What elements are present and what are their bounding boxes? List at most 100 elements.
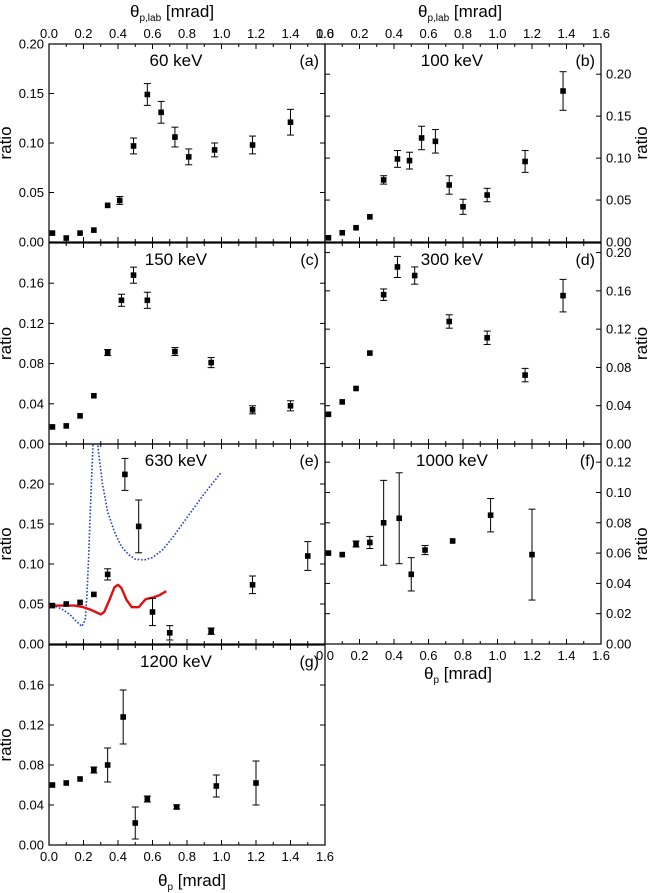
energy-label: 60 keV: [149, 51, 203, 70]
data-point: [122, 471, 128, 478]
data-point: [380, 519, 387, 526]
y-tick-label: 0.05: [606, 193, 631, 208]
data-point: [487, 512, 494, 519]
y-tick-label: 0.10: [19, 557, 44, 572]
panel-a: 0.0 0.2 0.4 0.6 0.8 1.0 1.2 1.4 1.6 0.00 0.05 0.10 0…: [0, 26, 334, 250]
data-point: [158, 109, 164, 116]
data-point: [339, 229, 346, 236]
data-point: [104, 202, 111, 209]
data-point: [77, 230, 83, 236]
data-point: [132, 820, 139, 826]
data-point: [208, 628, 214, 634]
panel-letter: (a): [299, 53, 319, 70]
data-point: [63, 780, 70, 786]
data-point: [104, 571, 111, 578]
data-point: [49, 424, 56, 430]
data-point: [63, 601, 70, 607]
data-point: [166, 630, 173, 636]
x-tick-label: 0.2: [350, 26, 368, 41]
y-tick-label: 0.06: [606, 546, 631, 561]
data-point: [522, 158, 528, 165]
x-tick-label: 1.0: [488, 26, 506, 41]
data-point: [249, 142, 256, 148]
x-tick-label: 1.0: [488, 648, 506, 663]
curve-red-solid: [49, 583, 167, 616]
panel-e: 0.00 0.05 0.10 0.15 0.20 ratio 630 keV (e): [0, 443, 326, 652]
y-axis-label: ratio: [0, 327, 15, 360]
y-axis-label: ratio: [632, 327, 651, 360]
y-tick-label: 0.10: [606, 151, 631, 166]
data-point: [339, 551, 346, 558]
panel-frame: [48, 644, 326, 846]
panel-g: 0.0 0.2 0.4 0.6 0.8 1.0 1.2 1.4 1.6 0.00 0.04 0.08 0…: [0, 644, 334, 864]
data-point: [408, 571, 415, 578]
y-tick-label: 0.04: [19, 396, 44, 411]
data-point: [367, 350, 373, 356]
x-tick-label: 1.4: [557, 26, 575, 41]
x-tick-label: 0.6: [419, 648, 437, 663]
data-point: [91, 227, 97, 233]
panel-frame: [48, 43, 326, 243]
y-tick-label: 0.20: [606, 67, 631, 82]
data-point: [118, 297, 125, 304]
data-point: [213, 783, 220, 789]
x-tick-label: 0.6: [143, 26, 161, 41]
data-point: [135, 523, 142, 530]
data-point: [394, 264, 401, 270]
data-point: [130, 272, 137, 278]
top-axis-title-right: θp,lab [mrad]: [418, 2, 502, 24]
panel-frame: [324, 443, 602, 645]
y-tick-label: 0.10: [19, 136, 44, 151]
panel-frame: [48, 242, 326, 445]
y-tick-label: 0.12: [606, 322, 631, 337]
bottom-axis-title-right: θp [mrad]: [424, 664, 492, 686]
data-point: [367, 214, 373, 220]
data-point: [91, 591, 97, 598]
data-point: [63, 423, 70, 429]
panel-b: 0.0 0.2 0.4 0.6 0.8 1.0 1.2 1.4 1.6 0.00 0.05 0.10 0…: [316, 26, 651, 250]
x-tick-label: 0.2: [350, 648, 368, 663]
y-axis-label: ratio: [0, 527, 15, 560]
y-tick-label: 0.12: [19, 718, 44, 733]
y-tick-label: 0.00: [606, 637, 631, 652]
y-tick-label: 0.00: [19, 838, 44, 853]
data-point: [560, 292, 566, 299]
y-tick-label: 0.08: [19, 758, 44, 773]
data-point: [104, 349, 111, 356]
data-point: [460, 203, 466, 210]
x-tick-label: 0.4: [109, 26, 127, 41]
data-point: [77, 599, 83, 606]
data-point: [411, 272, 418, 279]
data-point: [185, 154, 192, 160]
data-point: [172, 134, 178, 140]
y-tick-label: 0.00: [606, 235, 631, 250]
data-point: [484, 334, 490, 341]
x-tick-label: 0.4: [385, 26, 403, 41]
data-point: [446, 182, 452, 188]
x-tick-label: 0.0: [40, 849, 58, 864]
bottom-axis-title-left: θp [mrad]: [158, 871, 226, 893]
y-tick-label: 0.20: [19, 477, 44, 492]
x-tick-label: 0.2: [74, 26, 92, 41]
x-tick-label: 1.0: [212, 26, 230, 41]
x-tick-label: 0.0: [40, 26, 58, 41]
x-tick-label: 1.6: [592, 26, 610, 41]
energy-label: 1000 keV: [416, 451, 488, 470]
data-point: [396, 515, 402, 522]
y-tick-label: 0.16: [19, 276, 44, 291]
data-point: [339, 399, 346, 405]
data-point: [367, 539, 373, 546]
x-tick-label: 0.8: [178, 26, 196, 41]
panel-letter: (e): [299, 453, 319, 470]
y-axis-label: ratio: [632, 126, 651, 159]
data-point: [380, 291, 387, 298]
data-point: [49, 782, 56, 788]
x-tick-label: 0.4: [385, 648, 403, 663]
panel-frame: [48, 443, 326, 645]
data-point: [484, 192, 490, 198]
panel-letter: (c): [300, 252, 319, 269]
panel-d: 0.00 0.04 0.08 0.12 0.16 0.20 ratio 300 keV (d): [324, 242, 651, 452]
y-tick-label: 0.12: [19, 316, 44, 331]
x-tick-label: 0.0: [316, 26, 334, 41]
panel-letter: (g): [299, 654, 319, 671]
